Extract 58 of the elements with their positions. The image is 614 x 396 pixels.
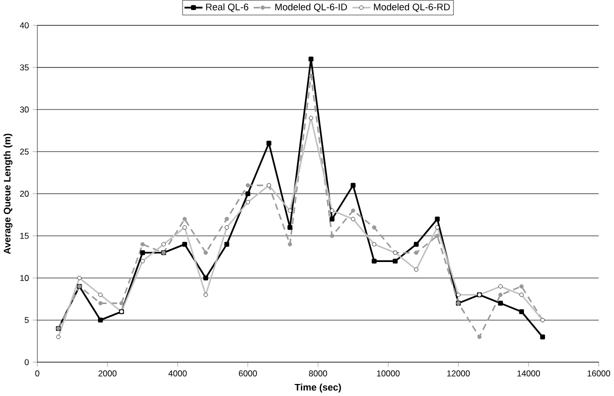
point: [372, 225, 376, 230]
y-tick-label: 25: [20, 148, 29, 155]
point: [519, 284, 524, 288]
point: [330, 234, 334, 238]
x-tick-label: 14000: [517, 370, 540, 376]
x-tick-label: 2000: [98, 370, 117, 376]
point: [435, 234, 440, 238]
point: [224, 242, 230, 247]
point: [414, 242, 419, 247]
point: [245, 191, 250, 196]
point: [498, 292, 503, 297]
point: [434, 216, 440, 222]
point: [140, 242, 145, 246]
y-tick-label: 15: [20, 232, 29, 239]
y-tick-label: 35: [20, 64, 29, 70]
x-tick-label: 10000: [377, 370, 400, 376]
point: [477, 334, 482, 340]
point: [140, 250, 145, 256]
x-tick-label: 4000: [168, 370, 187, 376]
x-tick-label: 8000: [308, 370, 328, 376]
point: [182, 242, 188, 247]
point: [246, 183, 250, 188]
point: [330, 216, 334, 222]
y-tick-label: 40: [20, 22, 29, 28]
point: [204, 250, 208, 255]
x-tick-label: 12000: [447, 370, 470, 376]
point: [308, 74, 314, 78]
point: [98, 301, 103, 306]
y-axis-title: Average Queue Length (m): [4, 134, 12, 254]
point: [540, 334, 546, 340]
x-tick-label: 6000: [238, 370, 257, 376]
point: [308, 56, 314, 62]
y-tick-label: 10: [20, 274, 29, 281]
point: [414, 250, 418, 255]
point: [98, 318, 103, 323]
legend-label: Modeled QL-6-ID: [275, 3, 347, 12]
point: [119, 301, 124, 306]
point: [266, 140, 272, 146]
point: [288, 242, 292, 246]
point: [288, 225, 292, 230]
point: [224, 216, 229, 222]
point: [350, 182, 356, 188]
x-tick-label: 0: [35, 370, 40, 376]
y-tick-label: 5: [24, 317, 29, 324]
legend-label: Modeled QL-6-RD: [374, 3, 450, 12]
point: [519, 309, 524, 314]
point: [498, 300, 503, 306]
y-tick-label: 0: [24, 359, 29, 366]
point: [392, 258, 398, 264]
point: [350, 208, 356, 213]
y-tick-label: 20: [20, 190, 29, 197]
x-axis-title: Time (sec): [294, 384, 341, 392]
point: [182, 216, 187, 222]
point: [372, 258, 377, 264]
legend-label: Real QL-6: [206, 3, 248, 12]
x-tick-label: 16000: [588, 370, 610, 376]
point: [203, 276, 208, 280]
y-tick-label: 30: [20, 106, 29, 113]
